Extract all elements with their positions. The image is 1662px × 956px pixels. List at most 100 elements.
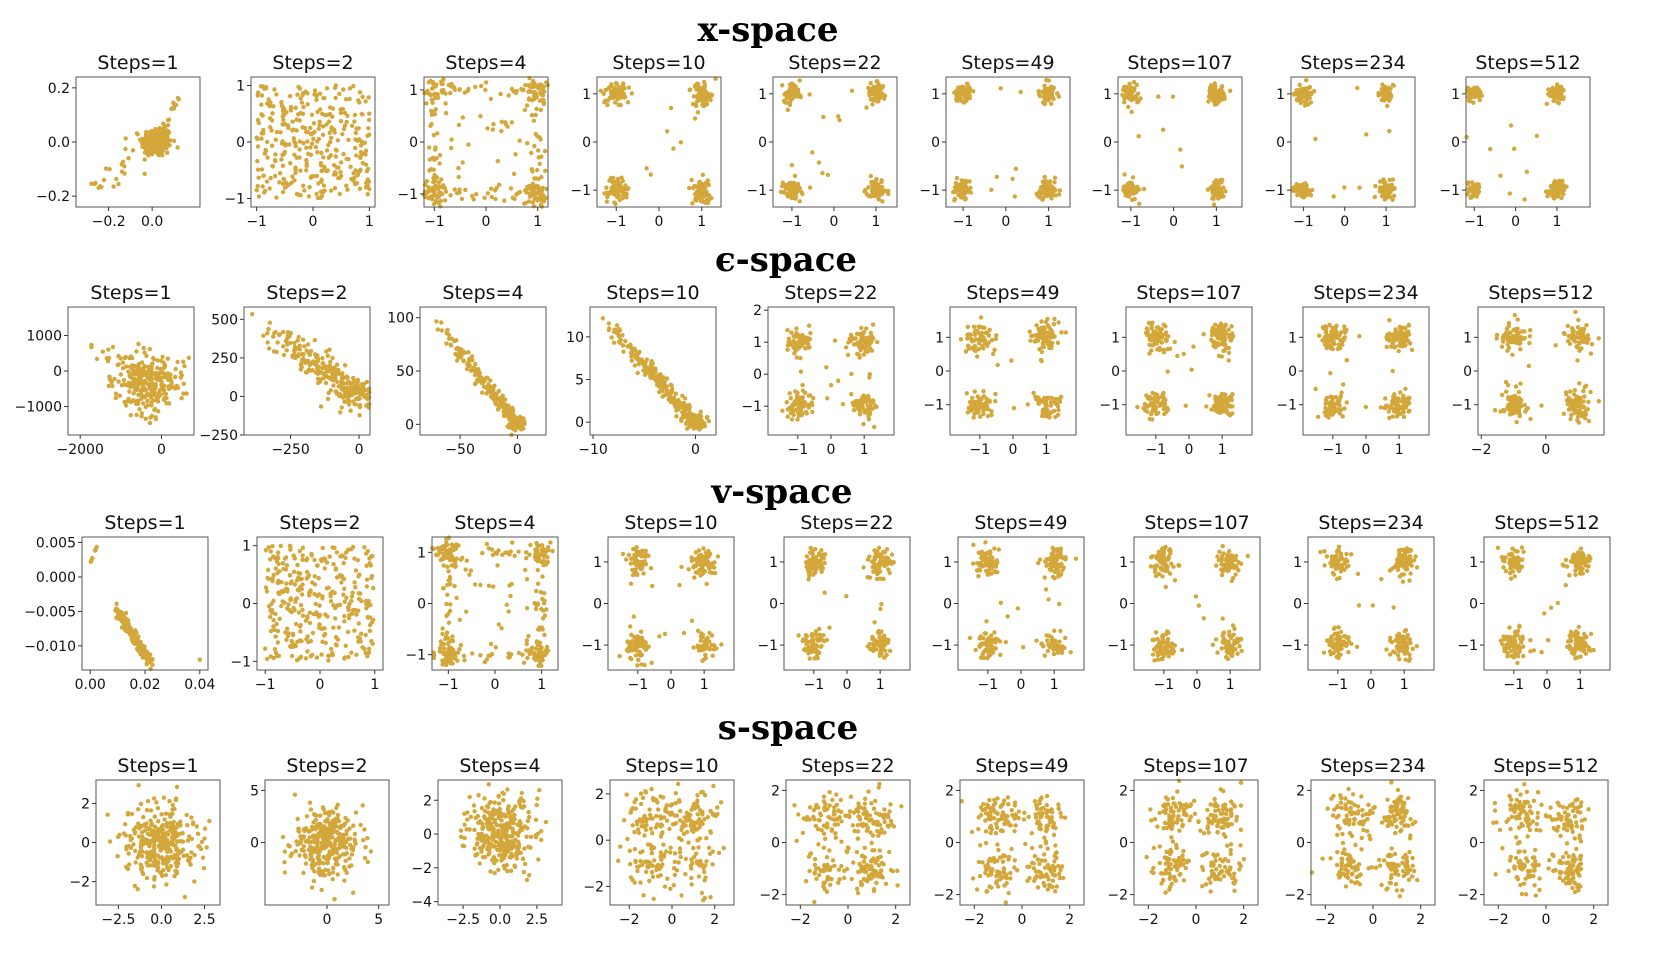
data-point	[1340, 414, 1345, 419]
data-point	[433, 178, 438, 183]
data-point	[265, 331, 270, 336]
data-point	[969, 346, 974, 351]
data-point	[832, 338, 838, 343]
data-point	[160, 354, 165, 359]
data-point	[365, 166, 371, 172]
data-point	[861, 393, 866, 398]
data-point	[874, 176, 879, 182]
data-point	[973, 328, 978, 333]
data-point	[352, 119, 357, 124]
data-point	[1322, 410, 1328, 415]
data-point	[347, 86, 353, 91]
data-point	[1395, 337, 1400, 342]
data-point	[1559, 84, 1564, 90]
data-point	[460, 115, 465, 120]
data-point	[1010, 176, 1015, 182]
data-point	[466, 86, 471, 92]
data-point	[1313, 136, 1318, 142]
data-point	[292, 139, 297, 144]
data-point	[329, 127, 334, 132]
data-point	[660, 378, 666, 383]
data-point	[532, 96, 537, 102]
data-point	[147, 346, 152, 352]
data-point	[1390, 82, 1396, 88]
x-tick-label: 0	[1340, 214, 1349, 230]
data-point	[981, 394, 987, 399]
data-point	[1059, 330, 1064, 335]
data-point	[118, 372, 124, 377]
data-point	[1041, 188, 1047, 193]
panel-title: Steps=1	[97, 52, 178, 74]
data-point	[437, 189, 442, 195]
data-point	[807, 92, 812, 97]
data-point	[352, 378, 357, 384]
data-point	[163, 391, 169, 397]
data-point	[141, 401, 146, 406]
data-point	[1403, 386, 1408, 391]
data-point	[145, 143, 150, 148]
data-point	[312, 338, 317, 343]
data-point	[118, 356, 123, 361]
data-point	[135, 132, 140, 137]
data-point	[1018, 89, 1023, 95]
data-point	[1390, 414, 1395, 419]
data-point	[267, 320, 273, 325]
data-point	[157, 126, 162, 131]
data-point	[807, 185, 813, 190]
data-point	[1142, 401, 1148, 407]
scatter-panel: Steps=512−1 0 1−101	[1439, 52, 1591, 230]
data-points	[250, 312, 372, 418]
data-point	[1009, 358, 1014, 363]
data-points	[89, 95, 181, 190]
data-point	[332, 130, 337, 135]
data-point	[324, 168, 329, 174]
data-point	[485, 126, 490, 131]
data-point	[1384, 403, 1389, 408]
data-point	[365, 192, 370, 197]
data-point	[356, 396, 361, 401]
data-point	[869, 339, 874, 344]
data-point	[606, 327, 612, 333]
data-point	[971, 324, 977, 329]
data-point	[299, 357, 305, 363]
data-point	[175, 145, 180, 150]
data-point	[828, 383, 834, 388]
data-point	[506, 93, 511, 98]
data-point	[320, 356, 325, 361]
data-point	[530, 187, 536, 192]
scatter-panel: Steps=2−1 0 1−101	[224, 52, 376, 230]
y-tick-label: 0	[1276, 135, 1285, 151]
data-point	[965, 332, 970, 337]
data-point	[363, 162, 369, 167]
data-point	[352, 112, 358, 118]
data-point	[1212, 339, 1217, 345]
data-point	[462, 90, 468, 95]
data-point	[101, 177, 107, 183]
panel-title: Steps=4	[442, 282, 523, 304]
x-tick-label: 1	[1212, 214, 1221, 230]
data-point	[611, 175, 616, 181]
data-point	[491, 122, 496, 127]
data-point	[689, 177, 694, 183]
data-point	[1130, 175, 1136, 180]
data-point	[430, 85, 436, 91]
data-point	[320, 132, 326, 137]
data-point	[281, 344, 286, 349]
data-point	[1137, 187, 1142, 192]
data-point	[1221, 92, 1226, 98]
data-point	[452, 338, 457, 344]
data-point	[1165, 347, 1170, 352]
data-point	[165, 150, 170, 155]
data-point	[860, 404, 865, 410]
data-point	[269, 118, 275, 123]
data-point	[280, 104, 285, 110]
data-point	[989, 412, 994, 418]
data-point	[836, 378, 841, 383]
data-point	[1339, 390, 1344, 395]
data-point	[143, 416, 148, 421]
data-point	[330, 106, 336, 111]
data-point	[792, 400, 797, 405]
data-point	[1037, 195, 1042, 200]
data-point	[260, 184, 265, 189]
